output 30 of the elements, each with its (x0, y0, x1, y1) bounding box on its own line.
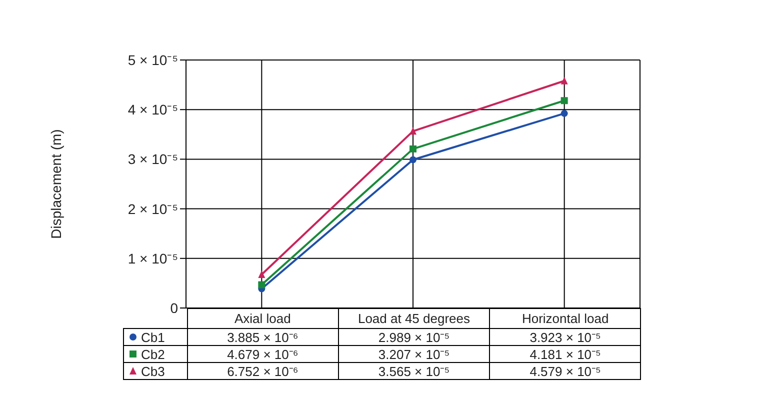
data-label: 4.679 × 10⁻⁶ (187, 346, 338, 362)
data-label: 3.565 × 10⁻⁵ (338, 362, 490, 380)
y-tick-label: 3 × 10⁻⁵ (128, 151, 178, 168)
y-tick-label: 1 × 10⁻⁵ (128, 250, 178, 266)
point (258, 270, 266, 278)
data-label: 3.885 × 10⁻⁶ (187, 328, 338, 346)
data-label: 3.207 × 10⁻⁵ (338, 346, 490, 362)
x-tick-label: Horizontal load (490, 308, 641, 328)
legend-label: Cb2 (124, 346, 187, 362)
data-label: 3.923 × 10⁻⁵ (490, 328, 641, 346)
x-tick-label: Load at 45 degrees (338, 308, 490, 328)
y-tick-label: 4 × 10⁻⁵ (128, 102, 178, 118)
data-label: 6.752 × 10⁻⁶ (187, 362, 338, 380)
point (258, 281, 266, 288)
y-tick-label: 0 (170, 300, 178, 316)
x-tick-label: Axial load (187, 308, 338, 328)
data-label: 4.181 × 10⁻⁵ (490, 346, 641, 362)
point (560, 97, 568, 104)
point (560, 76, 568, 84)
data-label: 4.579 × 10⁻⁵ (490, 362, 641, 380)
y-axis-title: Displacement (m) (48, 129, 64, 239)
point (560, 110, 568, 117)
y-tick-label: 2 × 10⁻⁵ (128, 200, 178, 217)
point (410, 145, 416, 152)
legend-label: Cb1 (124, 328, 187, 346)
y-tick-label: 5 × 10⁻⁵ (128, 52, 178, 68)
data-label: 2.989 × 10⁻⁵ (338, 328, 490, 346)
point (410, 156, 416, 164)
legend-label: Cb3 (124, 362, 187, 380)
point (410, 127, 416, 135)
